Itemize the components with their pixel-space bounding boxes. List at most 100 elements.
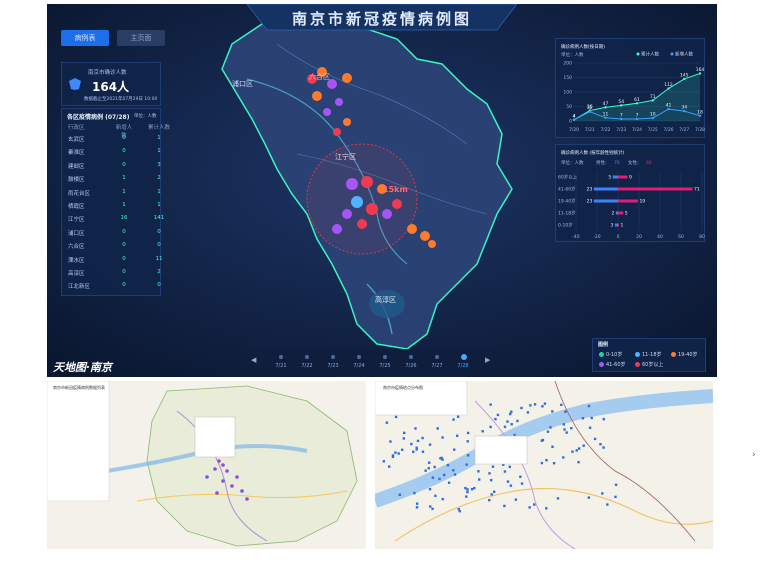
location-pin-icon[interactable] bbox=[427, 467, 430, 470]
table-row[interactable]: 溧水区 0 11 bbox=[62, 254, 163, 265]
location-pin-icon[interactable] bbox=[489, 403, 492, 406]
location-pin-icon[interactable] bbox=[433, 465, 436, 469]
table-row[interactable]: 玄武区 0 1 bbox=[62, 133, 161, 144]
next-arrow-icon[interactable]: › bbox=[752, 450, 756, 460]
timeline[interactable]: ◀ 7/21 7/22 7/23 7/24 7/25 7/26 7/27 7/28 ▶ bbox=[247, 349, 497, 373]
location-pin-icon[interactable] bbox=[466, 490, 469, 494]
location-pin-icon[interactable] bbox=[421, 436, 424, 440]
location-pin-icon[interactable] bbox=[387, 465, 391, 468]
location-pin-icon[interactable] bbox=[556, 497, 560, 500]
location-pin-icon[interactable] bbox=[489, 425, 492, 429]
location-pin-icon[interactable] bbox=[456, 415, 460, 418]
location-pin-icon[interactable] bbox=[551, 445, 554, 448]
location-pin-icon[interactable] bbox=[458, 509, 461, 513]
location-pin-icon[interactable] bbox=[541, 405, 544, 408]
sub-map-left-canvas[interactable] bbox=[46, 380, 366, 549]
location-pin-icon[interactable] bbox=[415, 448, 418, 451]
timeline-date[interactable]: 7/24 bbox=[353, 363, 365, 369]
location-pin-icon[interactable] bbox=[496, 413, 500, 417]
location-pin-icon[interactable] bbox=[481, 430, 484, 433]
timeline-dot[interactable] bbox=[383, 355, 387, 359]
location-pin-icon[interactable] bbox=[562, 456, 565, 459]
location-pin-icon[interactable] bbox=[470, 487, 474, 491]
location-pin-icon[interactable] bbox=[602, 446, 605, 449]
location-pin-icon[interactable] bbox=[590, 416, 593, 420]
timeline-date[interactable]: 7/21 bbox=[275, 363, 287, 369]
location-pin-icon[interactable] bbox=[464, 486, 467, 490]
location-pin-icon[interactable] bbox=[520, 406, 523, 410]
location-pin-icon[interactable] bbox=[546, 430, 550, 433]
location-pin-icon[interactable] bbox=[614, 483, 618, 487]
timeline-dot[interactable] bbox=[409, 355, 413, 359]
location-pin-icon[interactable] bbox=[551, 410, 554, 413]
location-pin-icon[interactable] bbox=[428, 487, 432, 491]
location-pin-icon[interactable] bbox=[394, 451, 397, 454]
location-pin-icon[interactable] bbox=[506, 480, 510, 483]
timeline-dot[interactable] bbox=[461, 354, 467, 360]
location-pin-icon[interactable] bbox=[410, 442, 413, 446]
location-pin-icon[interactable] bbox=[529, 404, 532, 407]
location-pin-icon[interactable] bbox=[391, 455, 395, 459]
location-pin-icon[interactable] bbox=[434, 494, 437, 498]
location-pin-icon[interactable] bbox=[421, 450, 425, 453]
timeline-date[interactable]: 7/22 bbox=[301, 363, 313, 369]
timeline-prev-icon[interactable]: ◀ bbox=[251, 356, 257, 364]
location-pin-icon[interactable] bbox=[560, 403, 563, 407]
location-pin-icon[interactable] bbox=[503, 425, 507, 429]
location-pin-icon[interactable] bbox=[545, 458, 548, 462]
location-pin-icon[interactable] bbox=[516, 419, 519, 423]
location-pin-icon[interactable] bbox=[488, 472, 491, 475]
location-pin-icon[interactable] bbox=[552, 461, 556, 465]
location-pin-icon[interactable] bbox=[442, 473, 446, 477]
location-pin-icon[interactable] bbox=[533, 403, 537, 406]
location-pin-icon[interactable] bbox=[397, 452, 400, 455]
location-pin-icon[interactable] bbox=[415, 502, 419, 505]
table-row[interactable]: 雨花台区 1 1 bbox=[62, 187, 161, 198]
timeline-date[interactable]: 7/28 bbox=[457, 363, 469, 369]
location-pin-icon[interactable] bbox=[382, 460, 386, 463]
table-row[interactable]: 浦口区 0 0 bbox=[62, 227, 161, 238]
timeline-date[interactable]: 7/25 bbox=[379, 363, 391, 369]
timeline-dot[interactable] bbox=[357, 355, 361, 359]
location-pin-icon[interactable] bbox=[565, 431, 568, 434]
location-pin-icon[interactable] bbox=[466, 431, 470, 435]
location-pin-icon[interactable] bbox=[428, 443, 432, 446]
location-pin-icon[interactable] bbox=[473, 486, 476, 490]
location-pin-icon[interactable] bbox=[508, 465, 511, 469]
location-pin-icon[interactable] bbox=[601, 492, 604, 495]
tab-main-page[interactable]: 主页面 bbox=[117, 30, 165, 46]
line-chart[interactable]: 确诊病例人数(按日期)单位：人数 0 50 100 150 200 7/20 7/21 7/22… bbox=[556, 39, 706, 139]
location-pin-icon[interactable] bbox=[494, 417, 497, 421]
location-pin-icon[interactable] bbox=[441, 458, 444, 461]
location-pin-icon[interactable] bbox=[614, 495, 617, 499]
location-pin-icon[interactable] bbox=[520, 482, 524, 485]
location-pin-icon[interactable] bbox=[514, 498, 518, 501]
location-pin-icon[interactable] bbox=[577, 460, 580, 464]
location-pin-icon[interactable] bbox=[519, 475, 522, 478]
location-pin-icon[interactable] bbox=[415, 446, 418, 450]
location-pin-icon[interactable] bbox=[506, 420, 509, 423]
location-pin-icon[interactable] bbox=[528, 506, 531, 509]
location-pin-icon[interactable] bbox=[452, 469, 455, 472]
location-pin-icon[interactable] bbox=[441, 497, 444, 501]
location-pin-icon[interactable] bbox=[441, 436, 444, 439]
timeline-date[interactable]: 7/23 bbox=[327, 363, 339, 369]
location-pin-icon[interactable] bbox=[510, 410, 513, 413]
location-pin-icon[interactable] bbox=[588, 426, 592, 429]
location-pin-icon[interactable] bbox=[593, 437, 597, 441]
location-pin-icon[interactable] bbox=[403, 431, 406, 435]
timeline-dot[interactable] bbox=[305, 355, 309, 359]
location-pin-icon[interactable] bbox=[446, 464, 450, 467]
location-pin-icon[interactable] bbox=[436, 427, 439, 430]
location-pin-icon[interactable] bbox=[571, 450, 574, 453]
location-pin-icon[interactable] bbox=[587, 404, 591, 408]
table-row[interactable]: 鼓楼区 1 2 bbox=[62, 173, 161, 184]
location-pin-icon[interactable] bbox=[503, 470, 507, 473]
timeline-date[interactable]: 7/27 bbox=[431, 363, 443, 369]
location-pin-icon[interactable] bbox=[398, 493, 402, 496]
location-pin-icon[interactable] bbox=[490, 493, 493, 496]
location-pin-icon[interactable] bbox=[465, 463, 468, 466]
location-pin-icon[interactable] bbox=[394, 415, 398, 419]
location-pin-icon[interactable] bbox=[412, 450, 415, 454]
location-pin-icon[interactable] bbox=[452, 418, 455, 421]
